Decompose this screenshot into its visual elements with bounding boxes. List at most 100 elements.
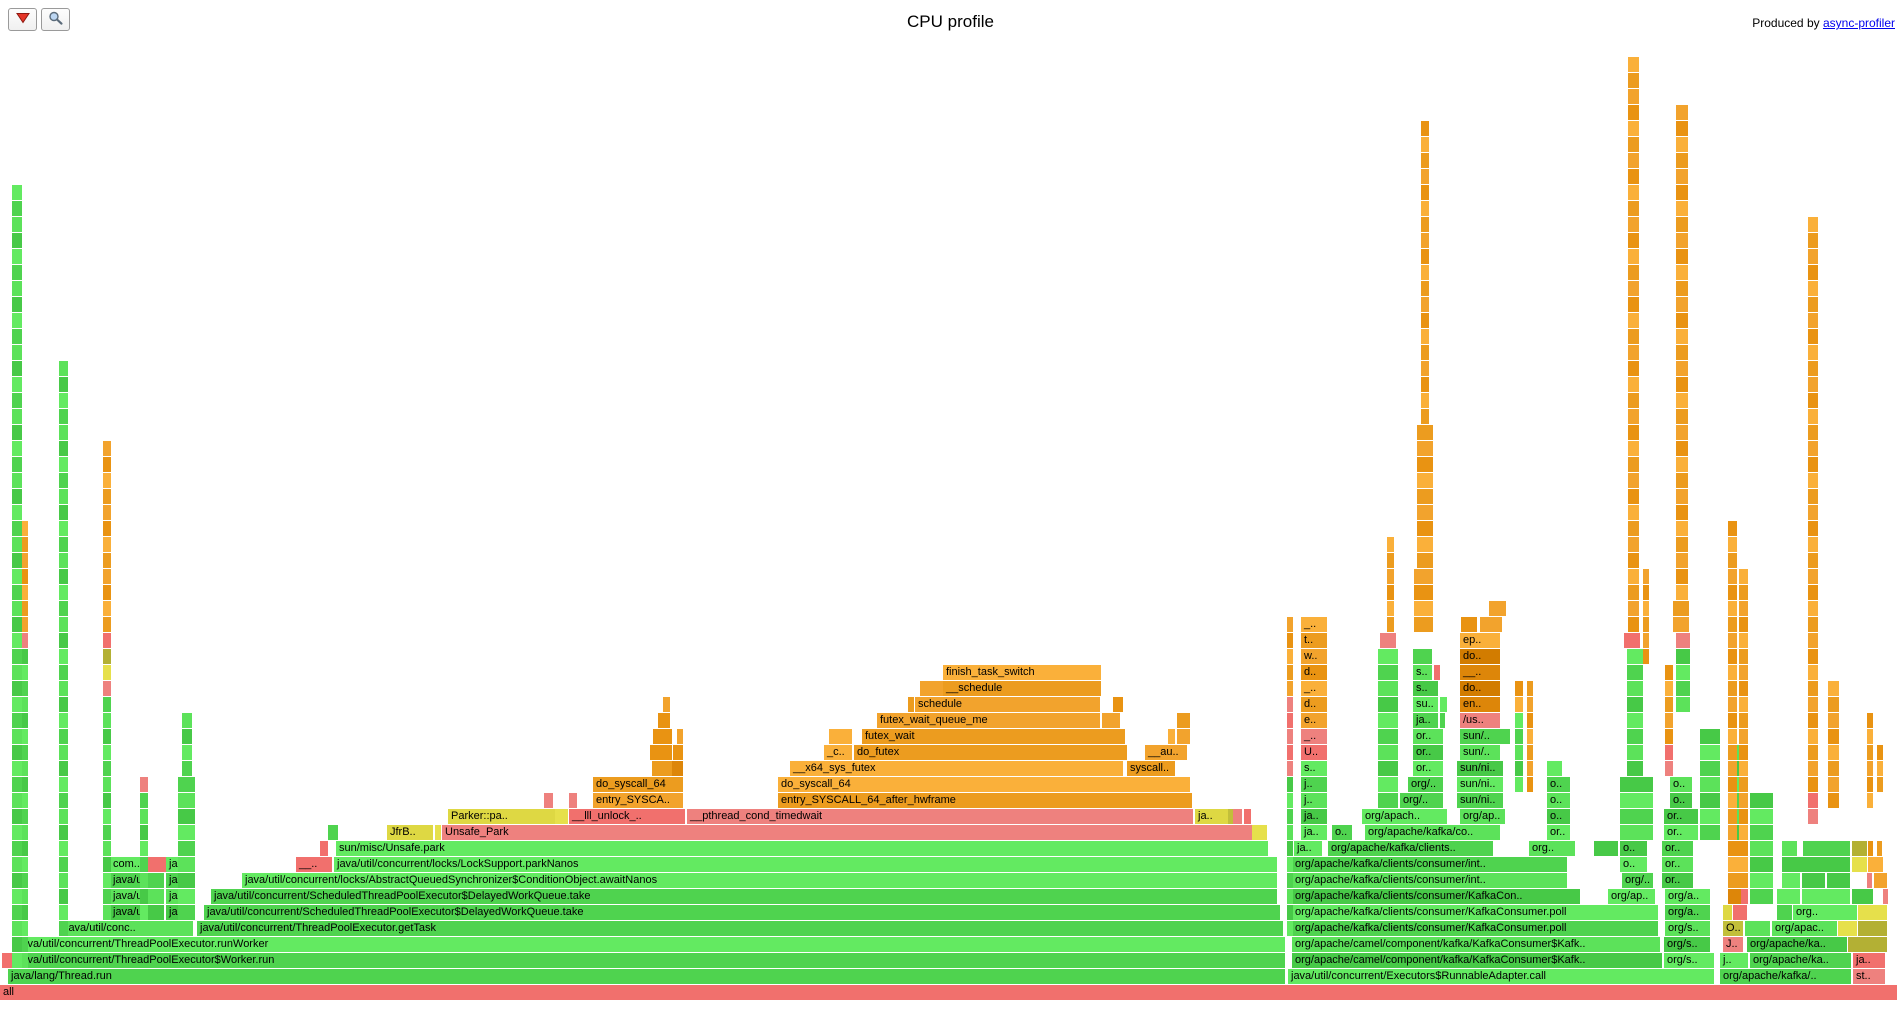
search-button[interactable] <box>41 8 70 31</box>
flame-frame[interactable] <box>12 425 22 440</box>
flame-frame[interactable] <box>1228 809 1233 824</box>
flame-frame[interactable] <box>1676 185 1688 200</box>
flame-frame[interactable] <box>1387 617 1394 632</box>
flame-frame[interactable] <box>1808 569 1818 584</box>
flame-frame[interactable] <box>103 729 111 744</box>
flame-frame[interactable] <box>1515 745 1523 760</box>
flame-frame[interactable] <box>1378 665 1398 680</box>
flame-frame[interactable] <box>103 697 111 712</box>
flame-frame[interactable]: all <box>0 985 1897 1000</box>
flame-frame[interactable] <box>1808 761 1818 776</box>
flame-frame[interactable] <box>1808 521 1818 536</box>
flame-frame[interactable] <box>103 745 111 760</box>
flame-frame[interactable] <box>1808 649 1818 664</box>
flame-frame[interactable] <box>1414 569 1433 584</box>
flame-frame[interactable] <box>22 841 28 856</box>
flame-frame[interactable]: or.. <box>1413 745 1443 760</box>
flame-frame[interactable] <box>22 649 28 664</box>
flame-frame[interactable] <box>1808 777 1818 792</box>
flame-frame[interactable] <box>1421 377 1429 392</box>
flame-frame[interactable] <box>12 457 22 472</box>
flame-frame[interactable] <box>1676 681 1690 696</box>
flame-frame[interactable] <box>1620 825 1653 840</box>
flame-frame[interactable] <box>1676 377 1688 392</box>
flame-frame[interactable]: entry_SYSCA.. <box>593 793 683 808</box>
flame-frame[interactable]: J.. <box>1723 937 1743 952</box>
flame-frame[interactable] <box>1627 665 1643 680</box>
flame-frame[interactable]: java/util/concurrent/Executors$RunnableA… <box>1288 969 1714 984</box>
flame-frame[interactable] <box>1808 681 1818 696</box>
flame-frame[interactable] <box>1782 841 1797 856</box>
flame-frame[interactable] <box>12 649 22 664</box>
flame-frame[interactable] <box>1867 793 1873 808</box>
flame-frame[interactable] <box>12 681 22 696</box>
flame-frame[interactable] <box>22 521 28 536</box>
flame-frame[interactable]: ja.. <box>1301 809 1327 824</box>
flame-frame[interactable]: or.. <box>1664 809 1698 824</box>
flame-frame[interactable] <box>12 201 22 216</box>
flame-frame[interactable] <box>1421 361 1429 376</box>
flame-frame[interactable] <box>1628 265 1639 280</box>
flame-frame[interactable] <box>12 825 22 840</box>
flame-frame[interactable] <box>1628 57 1639 72</box>
flame-frame[interactable] <box>1728 777 1737 792</box>
flame-frame[interactable] <box>1808 281 1818 296</box>
flame-frame[interactable]: or.. <box>1662 873 1693 888</box>
flame-frame[interactable] <box>1287 921 1293 936</box>
flame-frame[interactable] <box>59 793 68 808</box>
flame-frame[interactable]: or.. <box>1547 825 1570 840</box>
flame-frame[interactable] <box>1676 665 1690 680</box>
flame-frame[interactable] <box>1676 537 1688 552</box>
flame-frame[interactable] <box>59 857 68 872</box>
flame-frame[interactable] <box>1489 601 1506 616</box>
flame-frame[interactable]: sun/ni.. <box>1457 793 1503 808</box>
flame-frame[interactable] <box>103 713 111 728</box>
flame-frame[interactable] <box>1643 649 1649 664</box>
flame-frame[interactable] <box>22 777 28 792</box>
flame-frame[interactable] <box>1808 233 1818 248</box>
flame-frame[interactable] <box>1676 553 1688 568</box>
flame-frame[interactable] <box>140 793 148 808</box>
flame-frame[interactable] <box>1287 841 1293 856</box>
flame-frame[interactable] <box>1676 201 1688 216</box>
flame-frame[interactable] <box>2 953 13 968</box>
flame-frame[interactable] <box>1628 233 1639 248</box>
flame-frame[interactable] <box>1287 681 1293 696</box>
flame-frame[interactable] <box>1643 601 1649 616</box>
flame-frame[interactable] <box>1676 585 1688 600</box>
flame-frame[interactable] <box>1378 697 1398 712</box>
flame-frame[interactable] <box>103 537 111 552</box>
flame-frame[interactable]: __schedule <box>943 681 1101 696</box>
flame-frame[interactable] <box>1252 825 1267 840</box>
flame-frame[interactable] <box>672 761 683 776</box>
flame-frame[interactable] <box>1728 809 1737 824</box>
flame-frame[interactable] <box>1515 761 1523 776</box>
flame-frame[interactable]: ja.. <box>1853 953 1885 968</box>
flame-frame[interactable] <box>22 681 28 696</box>
flame-frame[interactable]: java/u.. <box>110 873 164 888</box>
flame-frame[interactable]: w.. <box>1301 649 1327 664</box>
flame-frame[interactable] <box>59 777 68 792</box>
flame-frame[interactable] <box>1628 73 1639 88</box>
flame-frame[interactable] <box>1676 217 1688 232</box>
flame-frame[interactable]: futex_wait <box>862 729 1125 744</box>
flame-frame[interactable] <box>103 633 111 648</box>
flame-frame[interactable] <box>650 745 672 760</box>
flame-frame[interactable] <box>1739 617 1748 632</box>
flame-frame[interactable] <box>1527 761 1533 776</box>
flame-frame[interactable] <box>22 937 28 952</box>
flame-frame[interactable] <box>1877 761 1883 776</box>
flame-frame[interactable] <box>59 457 68 472</box>
flame-frame[interactable]: org/apache/kafka/.. <box>1720 969 1851 984</box>
flame-frame[interactable] <box>1287 873 1293 888</box>
flame-frame[interactable] <box>1700 825 1720 840</box>
flame-frame[interactable] <box>1808 217 1818 232</box>
flame-frame[interactable] <box>22 665 28 680</box>
flame-frame[interactable] <box>12 889 22 904</box>
flame-frame[interactable] <box>1828 681 1839 696</box>
flame-frame[interactable] <box>1380 633 1396 648</box>
flame-frame[interactable] <box>140 873 148 888</box>
flame-frame[interactable] <box>103 761 111 776</box>
flame-frame[interactable]: java/util/concurrent/ThreadPoolExecutor$… <box>16 953 1285 968</box>
